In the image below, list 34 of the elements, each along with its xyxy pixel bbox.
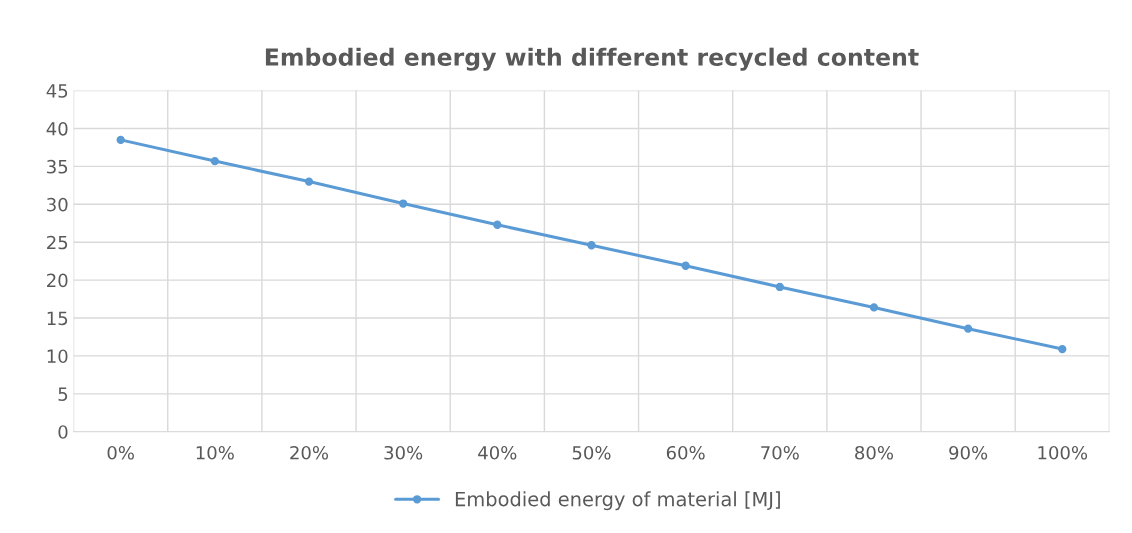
- x-tick-label: 70%: [761, 445, 799, 460]
- point: [304, 177, 314, 186]
- x-tick-label: 0%: [107, 445, 134, 460]
- y-tick-label: 40: [46, 121, 68, 136]
- x-tick-label: 90%: [949, 445, 988, 460]
- x-tick-label: 10%: [196, 445, 234, 460]
- x-tick-label: 40%: [478, 445, 517, 460]
- y-tick-label: 25: [47, 235, 68, 250]
- point: [398, 199, 408, 208]
- point: [869, 303, 879, 312]
- point: [210, 156, 219, 166]
- point: [963, 324, 973, 333]
- y-tick-label: 45: [46, 84, 68, 98]
- point: [1058, 344, 1067, 354]
- x-tick-label: 80%: [855, 445, 894, 460]
- y-tick-label: 20: [47, 273, 68, 288]
- chart-title: Embodied energy with different recycled content: [265, 47, 919, 71]
- y-tick-label: 10: [47, 349, 68, 364]
- x-tick-label: 30%: [384, 445, 423, 460]
- x-tick-label: 60%: [666, 445, 705, 460]
- point: [587, 241, 596, 250]
- y-tick-label: 15: [47, 311, 68, 326]
- point: [775, 282, 784, 292]
- y-tick-label: 5: [58, 387, 68, 401]
- x-tick-label: 100%: [1038, 445, 1088, 460]
- x-tick-label: 20%: [290, 445, 329, 460]
- y-tick-label: 35: [47, 159, 68, 174]
- point: [681, 261, 690, 270]
- legend-label: Embodied energy of material [MJ]: [455, 491, 780, 511]
- point: [493, 220, 502, 229]
- y-tick-label: 0: [58, 425, 68, 439]
- y-tick-label: 30: [47, 197, 68, 212]
- x-tick-label: 50%: [572, 445, 611, 460]
- point: [116, 135, 125, 145]
